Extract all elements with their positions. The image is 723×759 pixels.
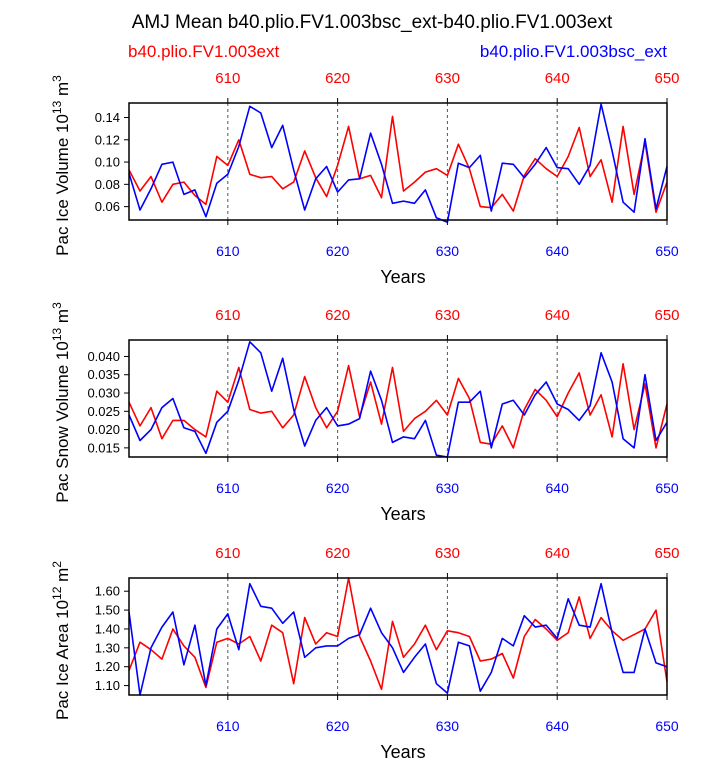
x-tick-label: 610: [216, 718, 240, 734]
x-tick-label: 650: [655, 480, 679, 496]
top-tick-label: 650: [654, 307, 679, 324]
top-tick-label: 640: [545, 70, 570, 87]
plot-frame: [128, 339, 668, 458]
y-tick-label: 0.08: [95, 177, 120, 192]
x-tick-label: 640: [546, 718, 570, 734]
x-tick-label: 620: [326, 243, 350, 259]
y-axis-label: Pac Ice Area 1012 m2: [50, 561, 72, 720]
chart-title: AMJ Mean b40.plio.FV1.003bsc_ext-b40.pli…: [132, 12, 613, 33]
y-tick-label: 1.40: [95, 621, 120, 636]
top-tick-label: 610: [215, 307, 240, 324]
top-tick-label: 630: [435, 70, 460, 87]
top-tick-label: 640: [545, 545, 570, 562]
x-tick-label: 610: [216, 480, 240, 496]
top-tick-label: 620: [325, 307, 350, 324]
x-axis-label: Years: [380, 742, 425, 759]
plot-frame: [128, 577, 668, 696]
top-tick-label: 610: [215, 545, 240, 562]
x-tick-label: 630: [436, 480, 460, 496]
y-tick-label: 1.50: [95, 603, 120, 618]
y-tick-label: 1.10: [95, 678, 120, 693]
y-tick-label: 0.14: [95, 110, 120, 125]
y-tick-label: 0.020: [87, 422, 120, 437]
series-line-blue: [128, 103, 668, 223]
x-tick-label: 610: [216, 243, 240, 259]
y-tick-label: 0.030: [87, 386, 120, 401]
y-tick-label: 1.60: [95, 584, 120, 599]
x-axis-label: Years: [380, 504, 425, 524]
y-axis-label: Pac Snow Volume 1013 m3: [50, 302, 72, 503]
top-tick-label: 620: [325, 545, 350, 562]
legend-red-label: b40.plio.FV1.003ext: [128, 42, 279, 61]
y-tick-label: 0.12: [95, 132, 120, 147]
y-tick-label: 0.035: [87, 367, 120, 382]
top-tick-label: 620: [325, 70, 350, 87]
y-tick-label: 1.20: [95, 659, 120, 674]
top-tick-label: 630: [435, 307, 460, 324]
x-axis-label: Years: [380, 267, 425, 287]
top-tick-label: 630: [435, 545, 460, 562]
y-tick-label: 0.06: [95, 199, 120, 214]
top-tick-label: 650: [654, 545, 679, 562]
y-tick-label: 0.040: [87, 349, 120, 364]
series-line-red: [128, 115, 668, 213]
x-tick-label: 620: [326, 480, 350, 496]
y-tick-label: 0.10: [95, 155, 120, 170]
x-tick-label: 620: [326, 718, 350, 734]
x-tick-label: 650: [655, 718, 679, 734]
x-tick-label: 640: [546, 480, 570, 496]
series-line-red: [128, 577, 668, 691]
plot-frame: [128, 102, 668, 221]
y-tick-label: 0.025: [87, 404, 120, 419]
x-tick-label: 630: [436, 718, 460, 734]
series-line-blue: [128, 340, 668, 458]
x-tick-label: 640: [546, 243, 570, 259]
series-line-blue: [128, 582, 668, 696]
top-tick-label: 650: [654, 70, 679, 87]
series-line-red: [128, 362, 668, 449]
y-axis-label: Pac Ice Volume 1013 m3: [50, 75, 72, 256]
top-tick-label: 610: [215, 70, 240, 87]
y-tick-label: 0.015: [87, 440, 120, 455]
legend-blue-label: b40.plio.FV1.003bsc_ext: [480, 42, 667, 61]
x-tick-label: 650: [655, 243, 679, 259]
top-tick-label: 640: [545, 307, 570, 324]
y-tick-label: 1.30: [95, 640, 120, 655]
x-tick-label: 630: [436, 243, 460, 259]
